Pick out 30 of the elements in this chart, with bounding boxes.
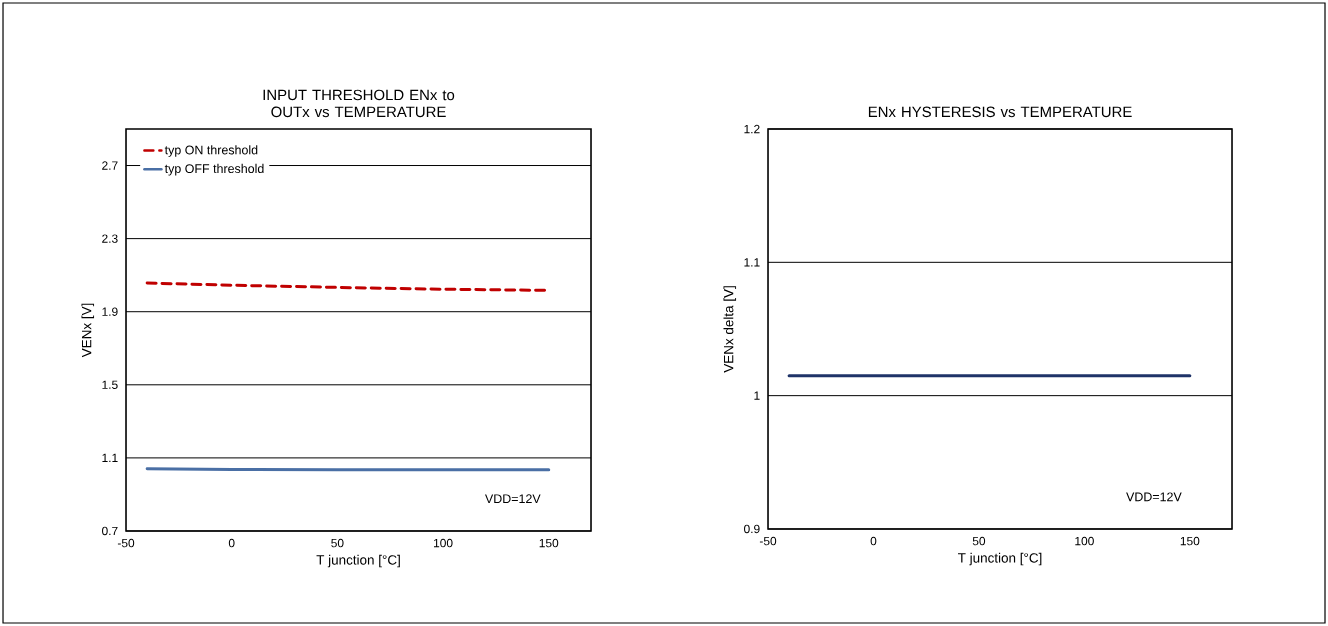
y-tick-label: 0.9 <box>744 524 760 534</box>
chart-title: ENx HYSTERESIS vs TEMPERATURE <box>868 106 1132 118</box>
annotation: VDD=12V <box>485 494 541 504</box>
x-tick-label: -50 <box>759 536 777 546</box>
x-tick-label: 0 <box>870 536 877 546</box>
x-tick-label: -50 <box>117 538 135 548</box>
y-tick-label: 1.9 <box>102 307 118 316</box>
y-tick-label: 0.7 <box>102 526 118 536</box>
y-axis-title: VENx delta [V] <box>723 286 737 373</box>
y-tick-label: 1.1 <box>744 258 760 267</box>
x-tick-label: 100 <box>433 538 453 548</box>
y-tick-label: 1 <box>754 391 760 400</box>
y-tick-label: 2.3 <box>102 234 118 243</box>
x-tick-label: 150 <box>539 538 559 548</box>
annotation: VDD=12V <box>1126 492 1182 502</box>
x-axis-title: T junction [°C] <box>958 552 1042 566</box>
x-tick-label: 0 <box>228 538 235 548</box>
y-tick-label: 2.7 <box>102 161 118 170</box>
legend-label: typ OFF threshold <box>164 163 264 176</box>
x-axis-title: T junction [°C] <box>316 554 400 568</box>
chart-title: INPUT THRESHOLD ENx to OUTx vs TEMPERATURE <box>263 89 455 118</box>
x-tick-label: 50 <box>331 538 344 548</box>
y-tick-label: 1.2 <box>744 124 760 134</box>
y-axis-title: VENx [V] <box>81 303 95 358</box>
legend-label: typ ON threshold <box>164 145 258 157</box>
x-tick-label: 100 <box>1075 536 1094 546</box>
y-tick-label: 1.1 <box>102 453 118 463</box>
x-tick-label: 150 <box>1180 536 1200 546</box>
y-tick-label: 1.5 <box>102 380 118 389</box>
x-tick-label: 50 <box>972 536 986 546</box>
